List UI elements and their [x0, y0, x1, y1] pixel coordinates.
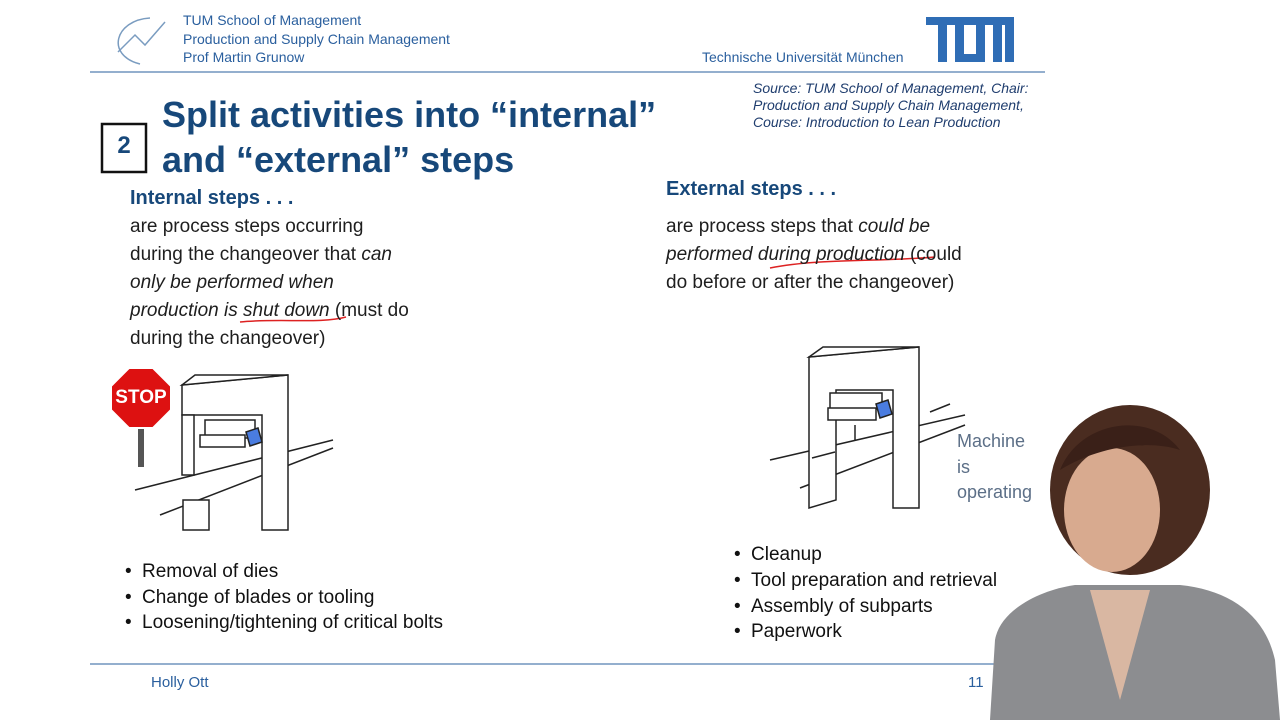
source-line: Course: Introduction to Lean Production — [753, 114, 1001, 130]
underline — [769, 256, 936, 269]
text-segment: are process steps that — [666, 216, 859, 237]
annotation: Machine — [957, 431, 1026, 451]
text-segment: do before or after the changeover) — [666, 272, 955, 293]
step-number: 2 — [117, 132, 131, 159]
presenter-name: Holly Ott — [151, 674, 209, 691]
text-segment: during the changeover that — [130, 244, 362, 265]
machine-external — [769, 346, 966, 510]
text-segment: only be performed when — [130, 272, 334, 293]
chair: Production and Supply Chain Management — [183, 31, 450, 47]
page-number: 11 — [968, 674, 984, 691]
body-line: only be performed when — [130, 269, 334, 297]
underline — [239, 316, 347, 323]
body-line: performed during production (could — [666, 241, 962, 269]
body-line: are process steps occurring — [130, 213, 363, 241]
bullet-item: Paperwork — [734, 619, 842, 645]
text-segment: during the changeover) — [130, 328, 326, 349]
body-line: are process steps that could be — [666, 213, 930, 241]
machine-internal — [134, 374, 334, 531]
title-line: and “external” steps — [162, 139, 515, 180]
bullet-item: Cleanup — [734, 542, 822, 568]
text-segment: production is shut down — [130, 300, 330, 321]
body-line: production is shut down (must do — [130, 297, 409, 325]
text-segment: performed during production — [666, 244, 905, 265]
stop-text: STOP — [115, 387, 167, 408]
bullet-item: Assembly of subparts — [734, 594, 933, 620]
source-line: Production and Supply Chain Management, — [753, 97, 1024, 113]
source-line: Source: TUM School of Management, Chair: — [753, 80, 1029, 96]
school-logo — [117, 17, 166, 65]
internal-heading: Internal steps . . . — [130, 187, 294, 209]
bullet-item: Removal of dies — [125, 559, 278, 585]
annotation: operating — [957, 482, 1033, 502]
school: TUM School of Management — [183, 12, 362, 28]
body-line: do before or after the changeover) — [666, 269, 954, 297]
bullet-item: Tool preparation and retrieval — [734, 568, 997, 594]
text-segment: are process steps occurring — [130, 216, 364, 237]
text-segment: (must do — [329, 300, 409, 321]
university: Technische Universität München — [702, 49, 904, 65]
annotation: is — [957, 457, 970, 477]
professor: Prof Martin Grunow — [183, 49, 305, 65]
body-line: during the changeover) — [130, 325, 325, 353]
text-segment: could be — [858, 216, 931, 237]
text-segment: (could — [904, 244, 962, 265]
body-line: during the changeover that can — [130, 241, 392, 269]
presenter-video — [990, 405, 1280, 720]
tum-logo — [926, 17, 1014, 62]
stop-sign — [110, 367, 172, 467]
external-heading: External steps . . . — [666, 178, 837, 200]
step-box — [100, 122, 148, 174]
title-line: Split activities into “internal” — [162, 94, 657, 135]
bullet-item: Change of blades or tooling — [125, 585, 374, 611]
bullet-item: Loosening/tightening of critical bolts — [125, 610, 443, 636]
text-segment: can — [361, 244, 392, 265]
